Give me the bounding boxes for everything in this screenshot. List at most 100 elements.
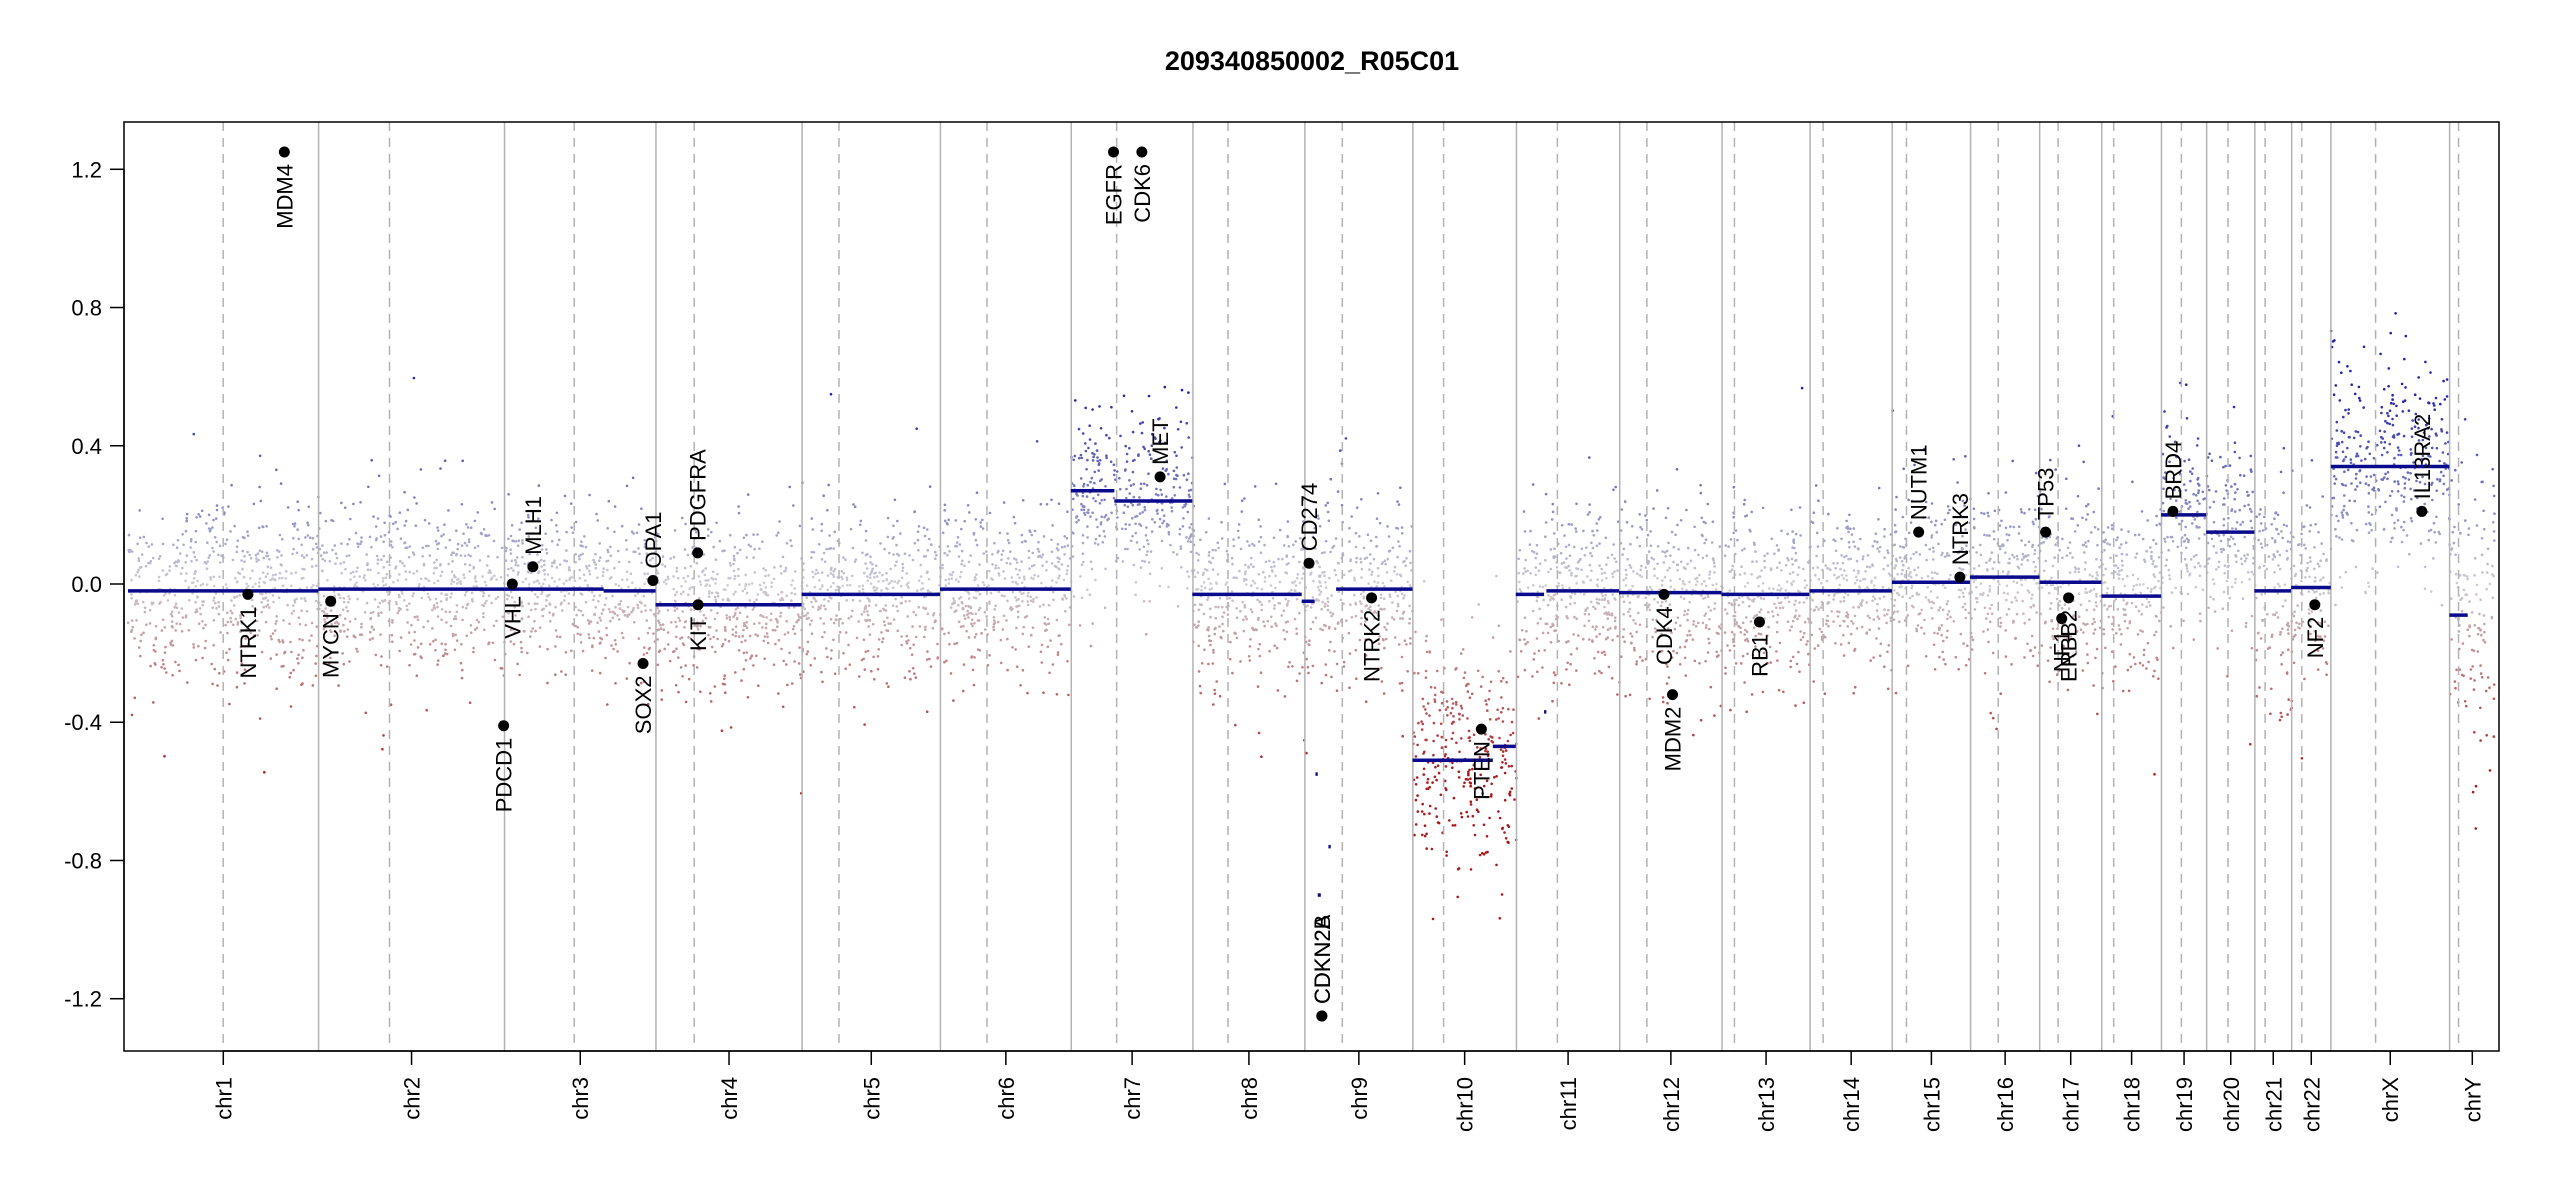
probe-point (762, 639, 766, 643)
probe-point (372, 582, 375, 586)
probe-point (1028, 567, 1031, 570)
probe-point (1835, 576, 1838, 580)
probe-point (1616, 693, 1619, 696)
probe-point (1153, 521, 1157, 524)
probe-point (1226, 597, 1229, 600)
probe-point (445, 652, 449, 656)
probe-point (487, 594, 491, 597)
probe-point (820, 529, 823, 533)
probe-point (1587, 612, 1591, 616)
probe-point (1541, 666, 1544, 669)
probe-point (1486, 850, 1489, 854)
probe-point (358, 575, 362, 578)
probe-point (1836, 615, 1840, 618)
probe-point (1260, 603, 1264, 607)
probe-point (648, 626, 651, 630)
probe-point (1077, 427, 1081, 431)
probe-point (1872, 595, 1875, 598)
probe-point (664, 582, 668, 586)
probe-point (839, 617, 842, 621)
probe-point (1063, 553, 1066, 556)
probe-point (1375, 584, 1379, 588)
probe-point (1816, 545, 1820, 548)
probe-point (195, 558, 198, 562)
probe-point (1311, 596, 1315, 599)
probe-point (1364, 620, 1367, 623)
probe-point (143, 606, 147, 610)
probe-point (281, 537, 284, 541)
probe-point (1326, 608, 1330, 612)
probe-point (1439, 722, 1443, 726)
probe-point (1768, 645, 1772, 649)
probe-point (917, 579, 921, 582)
probe-point (742, 651, 746, 655)
probe-point (465, 634, 469, 638)
probe-point (834, 589, 837, 592)
probe-point (1343, 573, 1346, 577)
probe-point (1221, 622, 1224, 626)
probe-point (848, 663, 852, 666)
probe-point (297, 662, 300, 665)
probe-point (1661, 700, 1665, 704)
chart-title: 209340850002_R05C01 (1165, 46, 1459, 76)
probe-point (1796, 589, 1800, 593)
probe-point (630, 610, 633, 614)
probe-point (330, 623, 334, 626)
probe-point (1187, 472, 1190, 476)
probe-point (1209, 643, 1212, 647)
probe-point (440, 608, 444, 611)
probe-point (648, 646, 652, 650)
probe-point (1868, 628, 1871, 631)
probe-point (421, 555, 425, 558)
probe-point (890, 579, 893, 583)
probe-point (1402, 610, 1406, 614)
probe-point (310, 557, 314, 561)
probe-point (403, 524, 407, 527)
probe-point (555, 566, 559, 569)
probe-point (1368, 568, 1371, 571)
probe-point (790, 583, 793, 587)
probe-point (869, 561, 872, 564)
probe-point (1761, 506, 1765, 510)
probe-point (514, 558, 517, 562)
probe-point (491, 641, 495, 645)
probe-point (874, 603, 878, 607)
probe-point (396, 579, 400, 582)
probe-point (1582, 529, 1585, 533)
probe-point (593, 561, 596, 564)
probe-point (1693, 659, 1697, 663)
probe-point (682, 576, 685, 580)
probe-point (1582, 637, 1585, 641)
probe-point (1375, 611, 1378, 615)
probe-point (657, 619, 660, 622)
probe-point (305, 586, 309, 589)
probe-point (1763, 566, 1767, 569)
probe-point (1739, 631, 1743, 634)
probe-point (518, 673, 521, 677)
probe-point (1274, 482, 1278, 486)
probe-point (808, 623, 812, 626)
probe-point (954, 578, 958, 581)
probe-point (1507, 765, 1511, 768)
probe-point (1176, 428, 1180, 431)
probe-point (173, 606, 176, 609)
probe-point (520, 521, 523, 524)
probe-point (1096, 543, 1100, 546)
probe-point (1393, 565, 1397, 569)
probe-point (1162, 519, 1166, 523)
probe-point (842, 651, 845, 655)
probe-point (330, 518, 333, 522)
probe-point (1549, 548, 1553, 551)
probe-point (163, 667, 166, 670)
probe-point (546, 573, 550, 576)
probe-point (1538, 585, 1542, 588)
probe-point (324, 620, 327, 624)
probe-point (644, 609, 647, 612)
probe-point (1622, 613, 1625, 616)
probe-point (1610, 676, 1614, 680)
probe-point (1030, 533, 1034, 537)
probe-point (1057, 560, 1060, 564)
probe-point (619, 599, 623, 603)
probe-point (586, 583, 589, 587)
probe-point (1134, 593, 1137, 597)
